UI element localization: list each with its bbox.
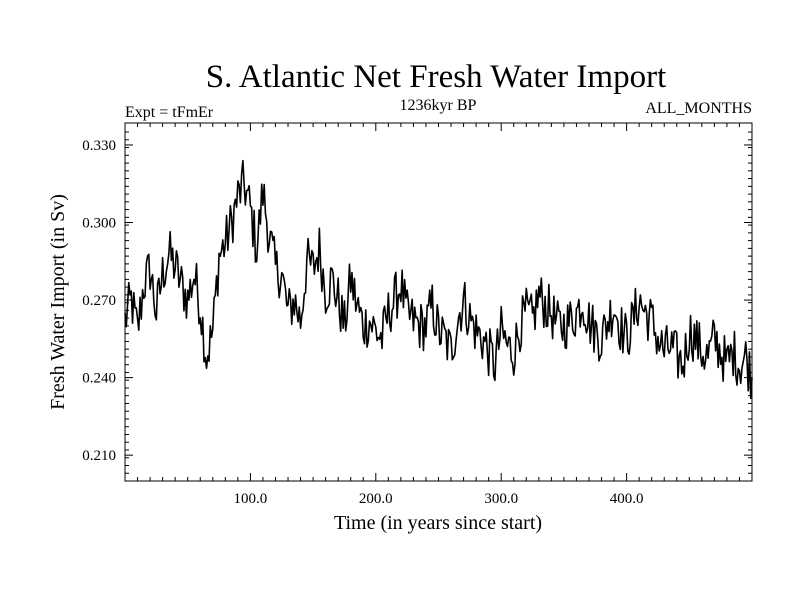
y-tick-label: 0.270	[82, 293, 116, 309]
x-tick-label: 400.0	[610, 491, 644, 507]
y-axis: 0.210 0.240 0.270 0.300 0.330	[82, 131, 752, 474]
x-tick-label: 300.0	[484, 491, 518, 507]
series-line	[124, 159, 753, 400]
months-label: ALL_MONTHS	[645, 100, 752, 117]
x-axis-label: Time (in years since start)	[334, 512, 542, 534]
y-axis-label: Fresh Water Import (in Sv)	[47, 194, 69, 410]
y-tick-label: 0.300	[82, 216, 116, 232]
x-tick-label: 100.0	[234, 491, 268, 507]
y-tick-label: 0.210	[82, 448, 116, 464]
x-axis: 100.0 200.0 300.0 400.0	[137, 123, 740, 507]
plot-frame	[124, 122, 753, 482]
y-tick-label: 0.240	[82, 371, 116, 387]
x-tick-label: 200.0	[359, 491, 393, 507]
chart-title: S. Atlantic Net Fresh Water Import	[206, 59, 667, 95]
y-tick-label: 0.330	[82, 138, 116, 154]
experiment-label: Expt = tFmEr	[125, 104, 214, 121]
period-label: 1236kyr BP	[400, 97, 477, 114]
series-group	[124, 159, 753, 400]
